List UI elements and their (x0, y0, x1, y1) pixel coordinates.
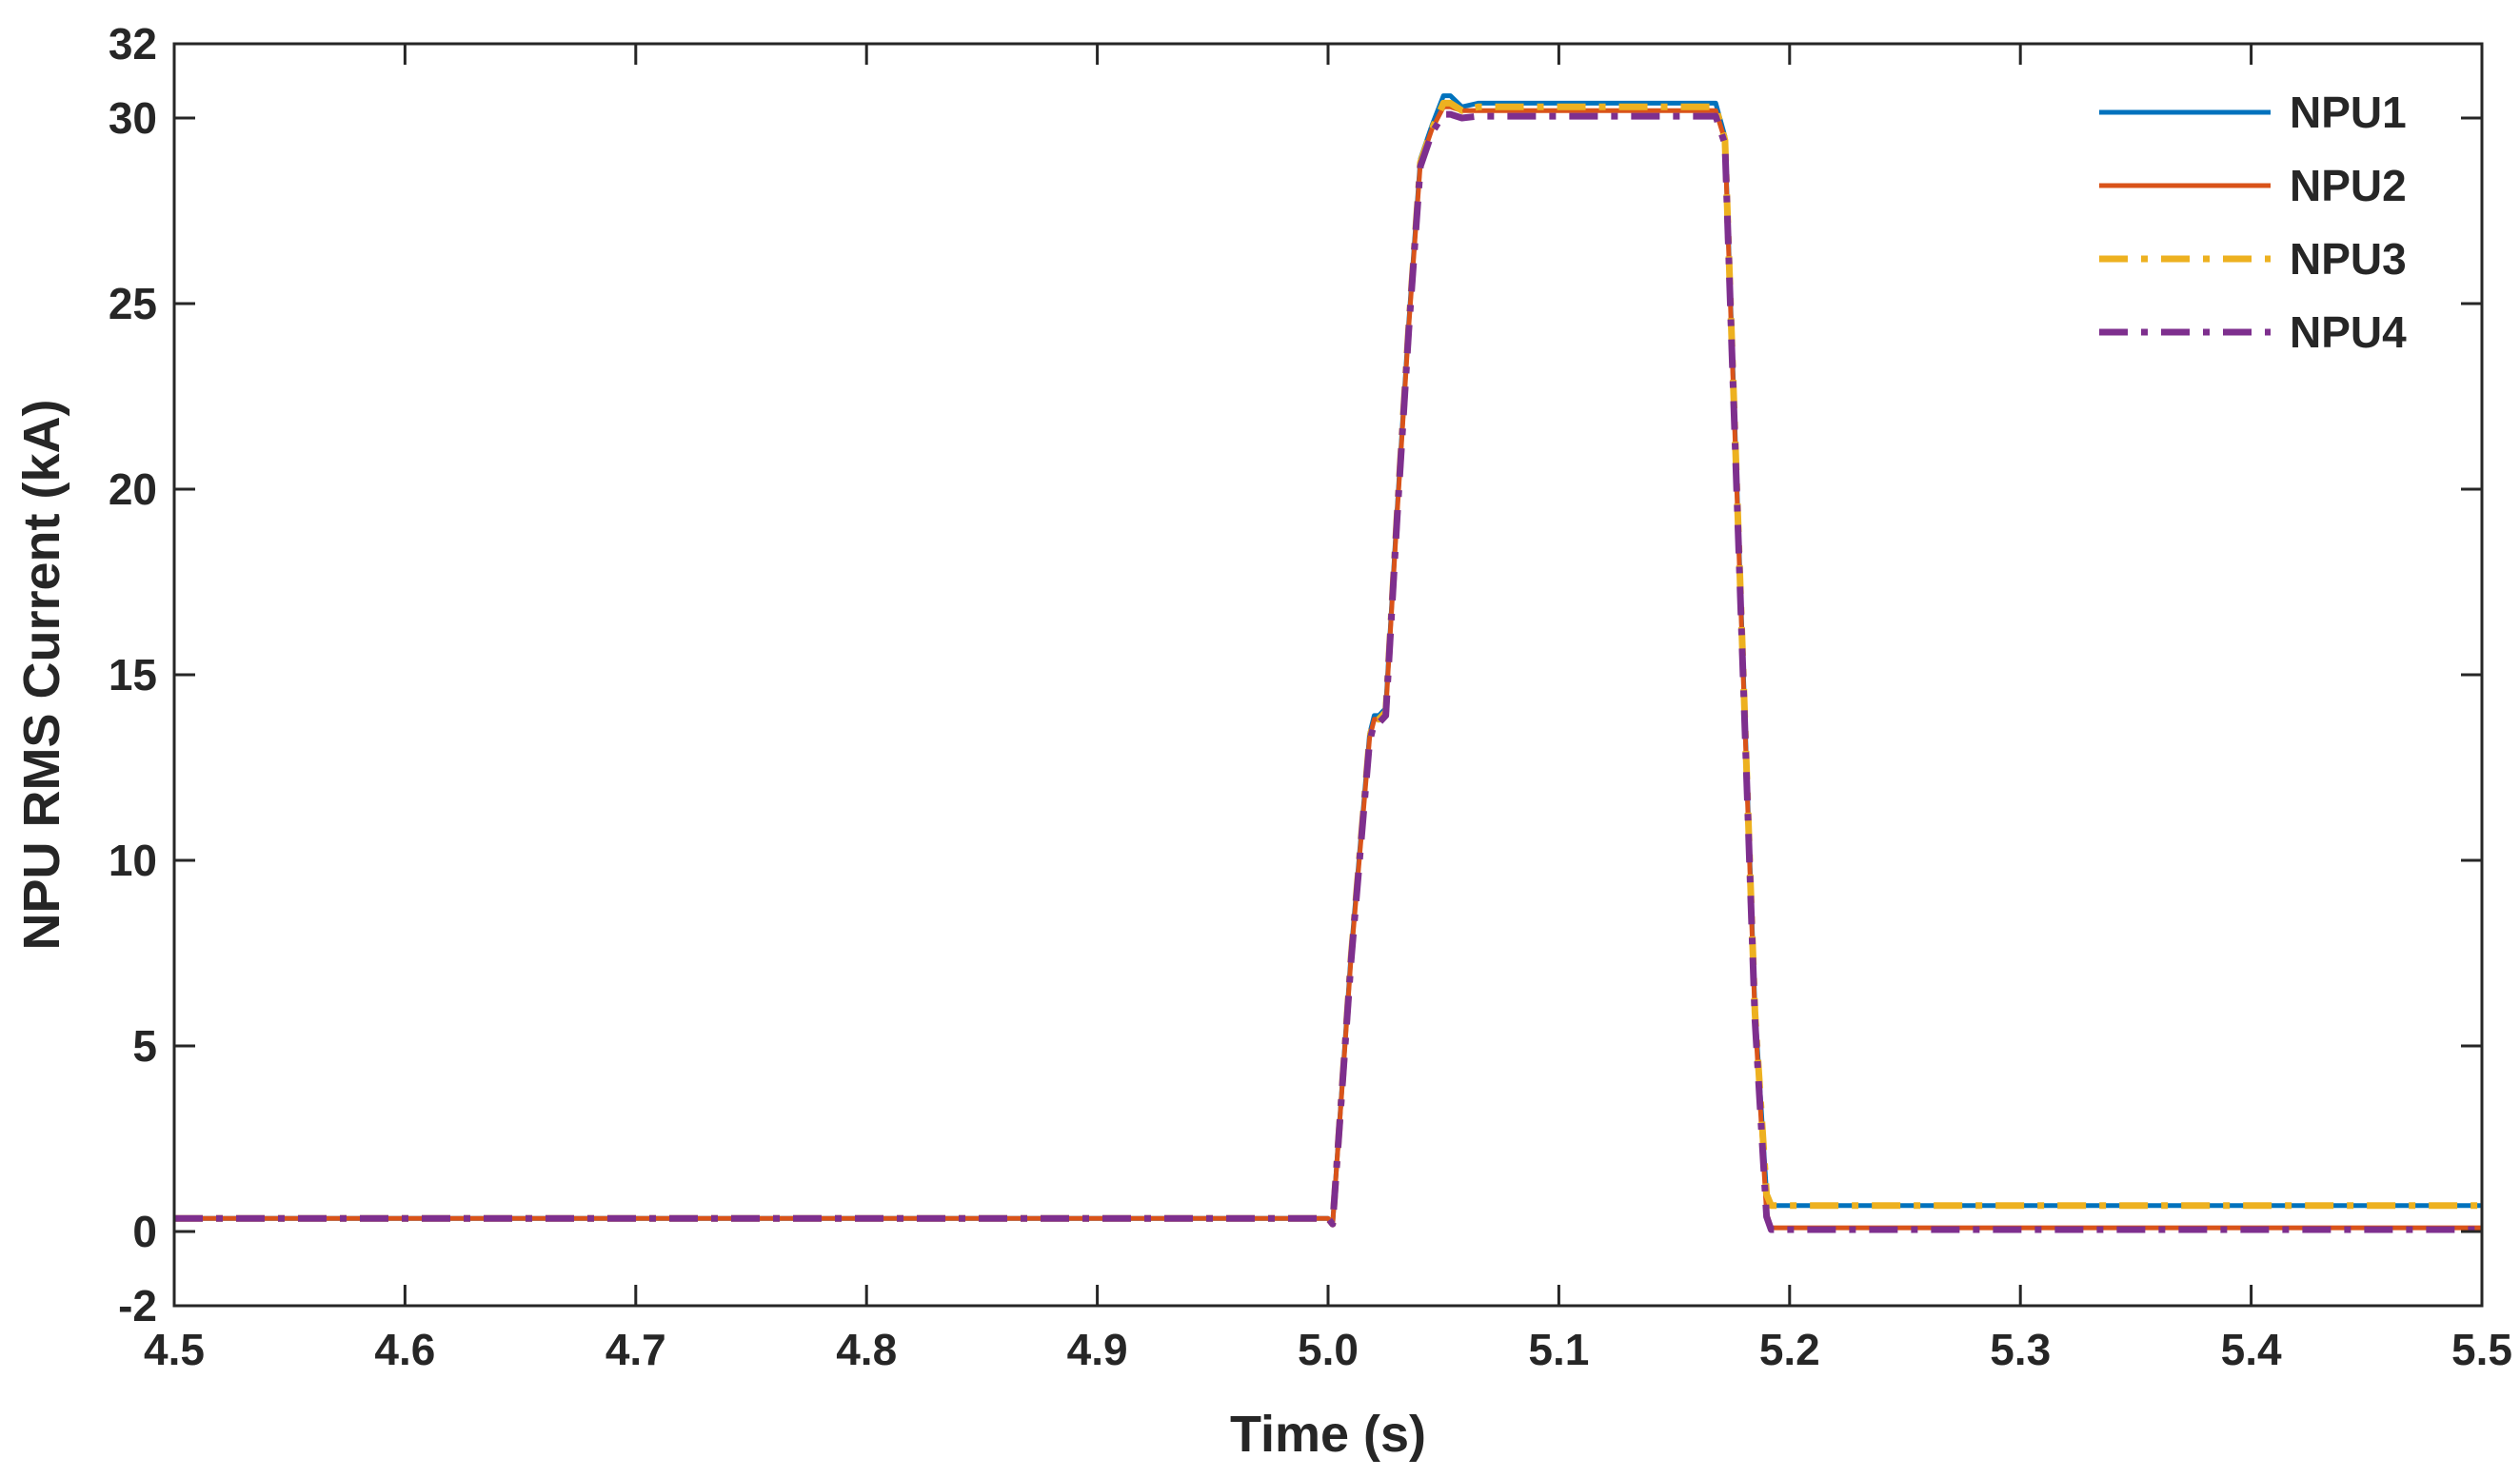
y-tick-label: 15 (109, 650, 157, 700)
series-layer (174, 93, 2482, 1233)
legend-entry-npu3: NPU3 (2099, 234, 2407, 284)
x-tick-label: 4.7 (605, 1325, 666, 1374)
legend-entry-npu4: NPU4 (2099, 307, 2407, 357)
y-axis-title: NPU RMS Current (kA) (13, 399, 70, 950)
y-tick-label: -2 (118, 1281, 157, 1330)
x-tick-label: 5.2 (1759, 1325, 1820, 1374)
y-tick-label: 10 (109, 836, 157, 885)
legend-label: NPU4 (2290, 307, 2407, 357)
x-tick-label: 5.0 (1298, 1325, 1359, 1374)
y-tick-label: 0 (132, 1207, 157, 1256)
legend: NPU1 NPU2 NPU3 NPU4 (2099, 88, 2407, 357)
y-tick-label: 5 (132, 1021, 157, 1071)
x-tick-label: 4.6 (374, 1325, 435, 1374)
legend-label: NPU3 (2290, 234, 2407, 284)
legend-label: NPU2 (2290, 161, 2407, 210)
x-tick-label: 5.5 (2451, 1325, 2512, 1374)
x-tick-label: 5.1 (1528, 1325, 1589, 1374)
x-tick-label: 5.3 (1990, 1325, 2051, 1374)
y-tick-label: 32 (109, 19, 157, 69)
legend-entry-npu2: NPU2 (2099, 161, 2407, 210)
x-tick-label: 5.4 (2221, 1325, 2282, 1374)
x-axis: 4.5 4.6 4.7 4.8 4.9 5.0 5.1 5.2 5.3 5.4 5.5 (144, 44, 2512, 1374)
y-tick-label: 20 (109, 464, 157, 514)
legend-entry-npu1: NPU1 (2099, 88, 2407, 137)
x-tick-label: 4.8 (836, 1325, 897, 1374)
x-tick-label: 4.5 (144, 1325, 205, 1374)
series-line-npu3 (174, 99, 2482, 1228)
x-axis-title: Time (s) (1230, 1406, 1426, 1463)
x-tick-label: 4.9 (1067, 1325, 1128, 1374)
y-tick-label: 25 (109, 279, 157, 328)
plot-area (174, 44, 2482, 1306)
legend-label: NPU1 (2290, 88, 2407, 137)
y-tick-label: 30 (109, 93, 157, 143)
y-axis: -2 0 5 10 15 20 25 30 32 (109, 19, 2482, 1330)
